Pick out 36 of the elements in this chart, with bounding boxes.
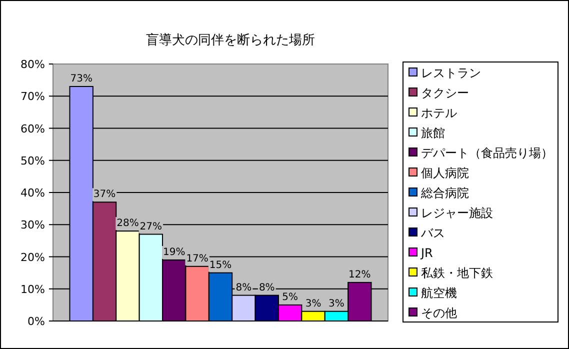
- data-label: 17%: [186, 253, 208, 264]
- legend-label: レジャー施設: [421, 206, 493, 220]
- y-tick-label: 10%: [20, 282, 45, 296]
- legend-label: 総合病院: [420, 186, 469, 200]
- data-label: 27%: [140, 221, 162, 232]
- data-label: 37%: [93, 189, 116, 200]
- data-label: 12%: [348, 269, 371, 280]
- legend-label: 私鉄・地下鉄: [421, 266, 493, 280]
- data-label: 8%: [236, 282, 252, 294]
- y-tick-label: 70%: [20, 90, 45, 104]
- data-label: 19%: [163, 246, 186, 258]
- y-tick-label: 0%: [28, 315, 45, 328]
- y-tick-label: 60%: [20, 122, 45, 136]
- data-label: 15%: [209, 260, 232, 271]
- legend-label: 個人病院: [421, 166, 469, 180]
- data-label: 3%: [305, 298, 322, 310]
- legend-label: 航空機: [421, 286, 457, 300]
- data-label: 28%: [116, 218, 139, 230]
- legend-label: バス: [420, 226, 445, 240]
- legend-label: JR: [420, 246, 433, 260]
- y-tick-label: 20%: [20, 250, 45, 264]
- legend-label: その他: [421, 306, 457, 320]
- legend-label: 旅館: [421, 126, 445, 140]
- data-label: 8%: [258, 282, 275, 294]
- y-tick-label: 40%: [20, 186, 45, 200]
- legend-label: デパート（食品売り場）: [421, 146, 553, 160]
- y-tick-label: 30%: [20, 218, 45, 232]
- y-tick-label: 80%: [20, 58, 45, 71]
- legend-label: レストラン: [421, 66, 481, 80]
- legend-label: タクシー: [421, 86, 469, 100]
- chart-title: 盲導犬の同伴を断られた場所: [146, 32, 315, 48]
- y-tick-label: 50%: [20, 154, 45, 168]
- data-label: 3%: [328, 298, 344, 310]
- legend-label: ホテル: [421, 106, 457, 120]
- data-label: 5%: [282, 292, 298, 303]
- data-label: 73%: [70, 73, 92, 84]
